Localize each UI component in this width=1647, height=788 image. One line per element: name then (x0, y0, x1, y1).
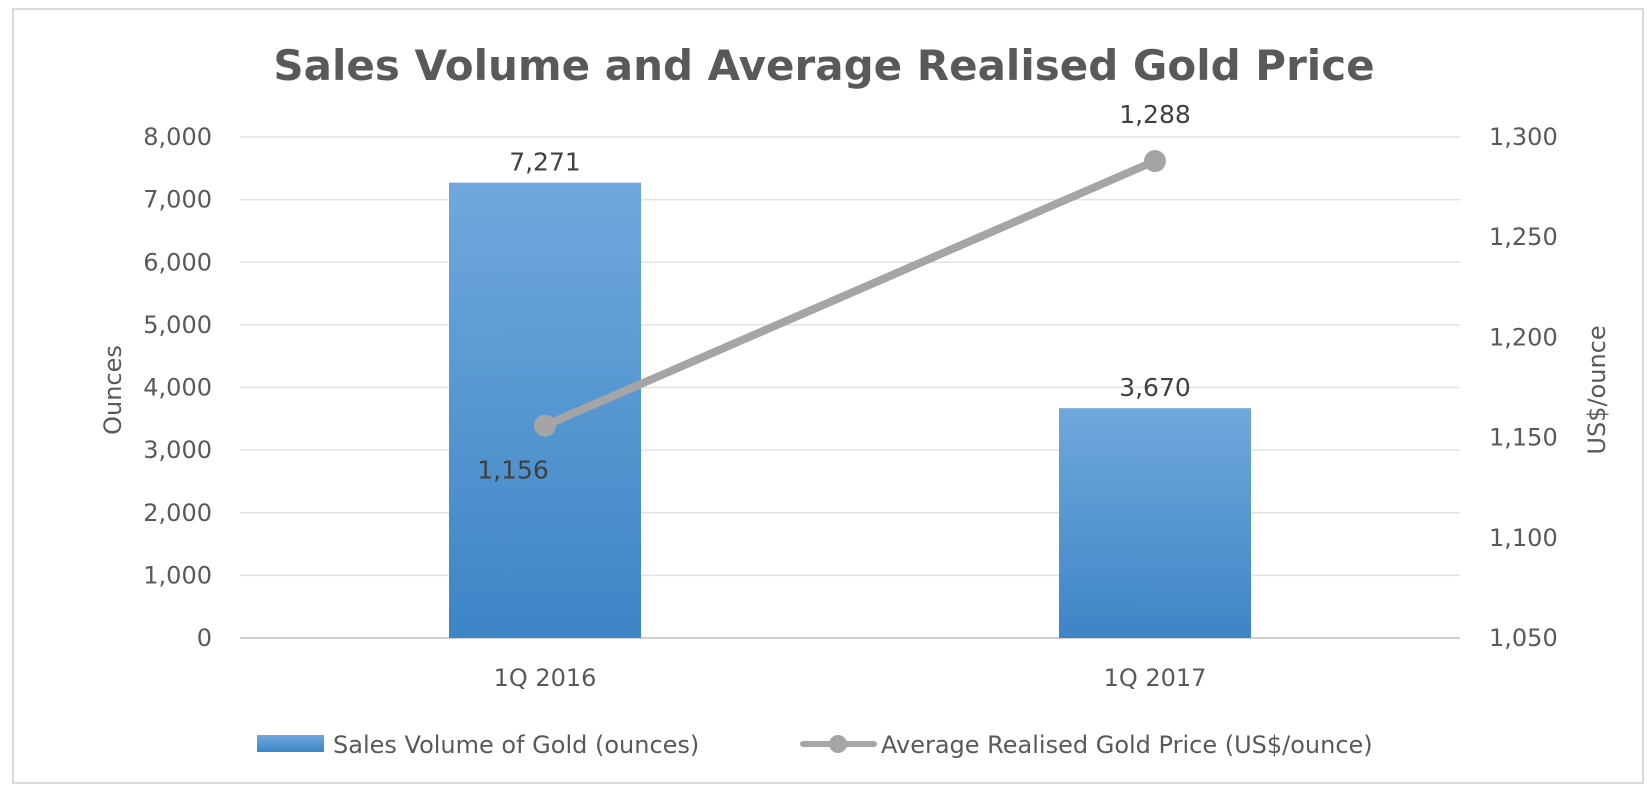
y2-tick-label: 1,200 (1489, 323, 1558, 351)
gridlines (240, 136, 1460, 639)
y2-tick-label: 1,100 (1489, 524, 1558, 552)
x-tick-label: 1Q 2016 (494, 664, 597, 692)
price-point (1144, 150, 1166, 173)
price-line (541, 157, 1159, 430)
y-tick-label: 7,000 (143, 186, 212, 214)
line-series (534, 150, 1166, 437)
line-data-label: 1,288 (1119, 100, 1191, 129)
legend-swatch-marker (829, 735, 847, 753)
legend-label-bar: Sales Volume of Gold (ounces) (333, 731, 699, 759)
price-point (534, 414, 556, 437)
y2-axis-title: US$/ounce (1583, 325, 1611, 454)
legend-swatch-bar (257, 735, 324, 752)
y-tick-label: 1,000 (143, 561, 212, 589)
bar (1059, 408, 1251, 638)
data-labels: 7,271 3,670 1,156 1,288 (477, 100, 1191, 485)
line-data-label: 1,156 (477, 456, 549, 485)
y-axis-title: Ounces (99, 345, 127, 435)
y-tick-label: 3,000 (143, 436, 212, 464)
y2-tick-label: 1,250 (1489, 223, 1558, 251)
y-tick-label: 8,000 (143, 123, 212, 151)
legend-label-line: Average Realised Gold Price (US$/ounce) (881, 731, 1373, 759)
y-tick-label: 6,000 (143, 248, 212, 276)
y2-tick-label: 1,300 (1489, 123, 1558, 151)
bar-data-label: 7,271 (509, 148, 581, 177)
y-tick-label: 2,000 (143, 499, 212, 527)
y2-tick-label: 1,050 (1489, 624, 1558, 652)
bar-data-label: 3,670 (1119, 373, 1191, 402)
chart-title: Sales Volume and Average Realised Gold P… (273, 41, 1374, 90)
x-tick-label: 1Q 2017 (1104, 664, 1207, 692)
y-tick-label: 4,000 (143, 374, 212, 402)
y2-tick-label: 1,150 (1489, 424, 1558, 452)
bar-series (449, 182, 1251, 638)
y-tick-label: 5,000 (143, 311, 212, 339)
axis-ticks: 0 1,000 2,000 3,000 4,000 5,000 6,000 7,000 8,00… (143, 123, 1557, 692)
bar (449, 182, 641, 638)
legend: Sales Volume of Gold (ounces) Average Rea… (257, 731, 1373, 759)
y-tick-label: 0 (197, 624, 212, 652)
